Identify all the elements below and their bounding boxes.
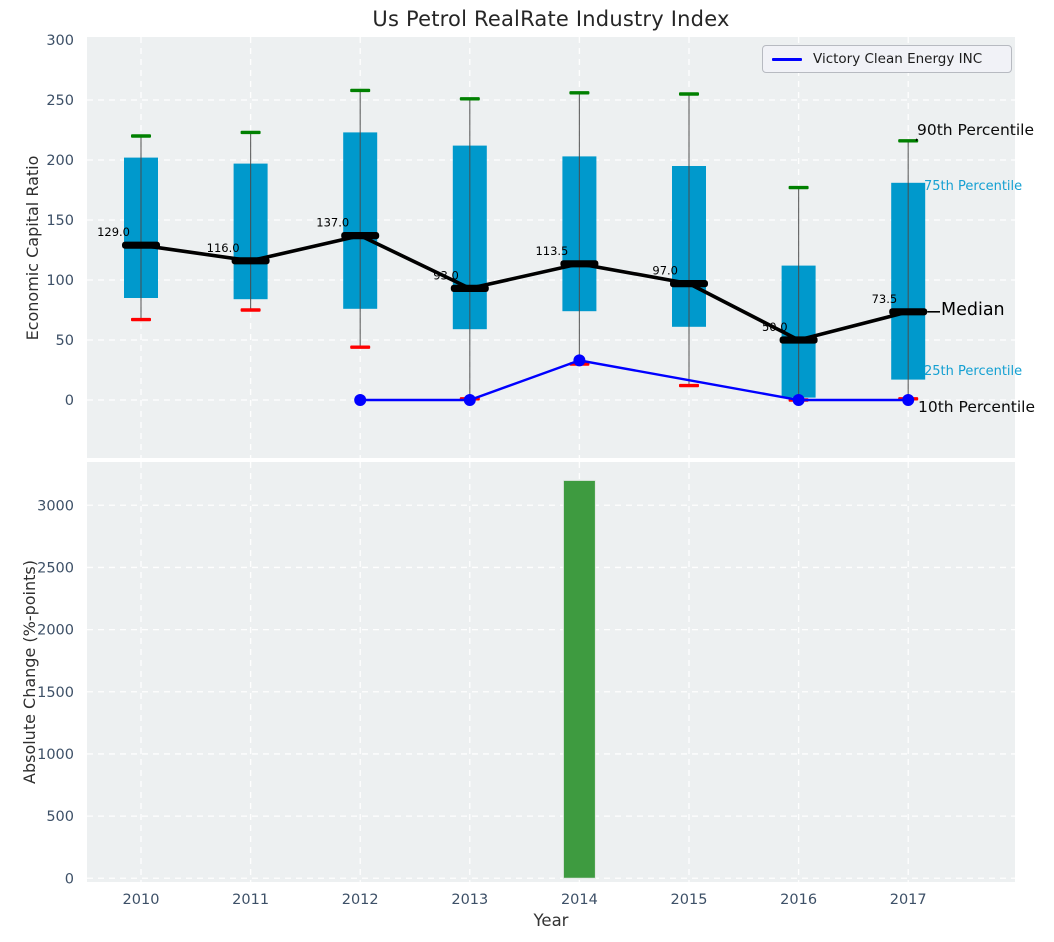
median-value-label: 137.0 [316, 216, 349, 230]
top-y-tick-label: 250 [46, 93, 74, 109]
annotation-25th-percentile: 25th Percentile [924, 364, 1023, 379]
annotation-75th-percentile: 75th Percentile [924, 179, 1023, 194]
median-dash [889, 308, 928, 316]
x-tick-label: 2011 [232, 892, 269, 908]
median-dash [341, 232, 380, 240]
x-tick-label: 2014 [561, 892, 598, 908]
median-value-label: 113.5 [535, 244, 568, 258]
company-marker [463, 394, 476, 406]
x-tick-label: 2016 [780, 892, 817, 908]
bottom-y-tick-label: 2000 [37, 623, 74, 639]
change-bar-2014 [562, 479, 596, 879]
median-dash [231, 257, 270, 265]
p10-cap-2010 [131, 317, 151, 322]
annotation-median: Median [941, 300, 1005, 320]
top-y-tick-label: 200 [46, 153, 74, 169]
p90-cap-2010 [131, 134, 151, 138]
x-tick-label: 2017 [890, 892, 927, 908]
top-y-tick-label: 0 [65, 393, 74, 409]
top-y-tick-label: 150 [46, 213, 74, 229]
median-dash [670, 280, 708, 288]
p90-cap-2016 [788, 185, 809, 190]
top-y-tick-label: 300 [46, 33, 74, 49]
legend-label: Victory Clean Energy INC [813, 51, 983, 67]
p10-cap-2011 [240, 308, 261, 312]
chart-title: Us Petrol RealRate Industry Index [372, 7, 730, 31]
median-dash [450, 284, 489, 292]
median-value-label: 50.0 [762, 320, 788, 334]
p90-cap-2011 [240, 130, 261, 135]
p90-leader-line [915, 138, 918, 142]
p90-cap-2014 [569, 91, 590, 95]
bottom-y-tick-label: 1000 [37, 747, 74, 763]
company-marker [354, 394, 367, 406]
x-tick-label: 2015 [671, 892, 708, 908]
bottom-y-tick-label: 3000 [37, 498, 74, 514]
bottom-y-tick-label: 2500 [37, 560, 74, 576]
p10-cap-2012 [350, 345, 371, 349]
p90-cap-2017 [898, 139, 919, 143]
x-tick-label: 2013 [451, 892, 488, 908]
legend: Victory Clean Energy INC [762, 45, 1012, 73]
median-line [140, 233, 909, 342]
median-value-label: 73.5 [872, 292, 898, 306]
bottom-y-tick-label: 1500 [37, 685, 74, 701]
company-marker [902, 394, 915, 406]
top-y-tick-label: 100 [46, 273, 74, 289]
median-dash [122, 241, 160, 249]
median-value-label: 93.0 [433, 268, 459, 282]
company-marker [573, 354, 586, 367]
top-y-axis-label: Economic Capital Ratio [23, 155, 42, 341]
x-tick-label: 2010 [123, 892, 160, 908]
annotation-10th-percentile: 10th Percentile [918, 398, 1036, 416]
p90-cap-2015 [679, 92, 699, 96]
median-value-label: 97.0 [652, 264, 678, 278]
legend-line-swatch [772, 57, 802, 61]
bottom-y-tick-label: 500 [46, 809, 74, 825]
bottom-y-axis-label: Absolute Change (%-points) [20, 560, 39, 784]
bottom-axes-background [87, 462, 1015, 882]
median-dash [779, 336, 818, 344]
annotation-90th-percentile: 90th Percentile [917, 121, 1035, 139]
p10-cap-2015 [679, 383, 699, 388]
company-marker [792, 394, 805, 406]
p90-cap-2012 [350, 88, 371, 93]
median-value-label: 116.0 [207, 241, 240, 255]
median-value-label: 129.0 [97, 225, 130, 239]
bottom-y-tick-label: 0 [65, 871, 74, 887]
median-dash [560, 260, 599, 268]
p90-cap-2013 [459, 97, 480, 101]
top-y-tick-label: 50 [56, 333, 74, 349]
x-axis-label: Year [533, 911, 569, 930]
x-tick-label: 2012 [342, 892, 379, 908]
